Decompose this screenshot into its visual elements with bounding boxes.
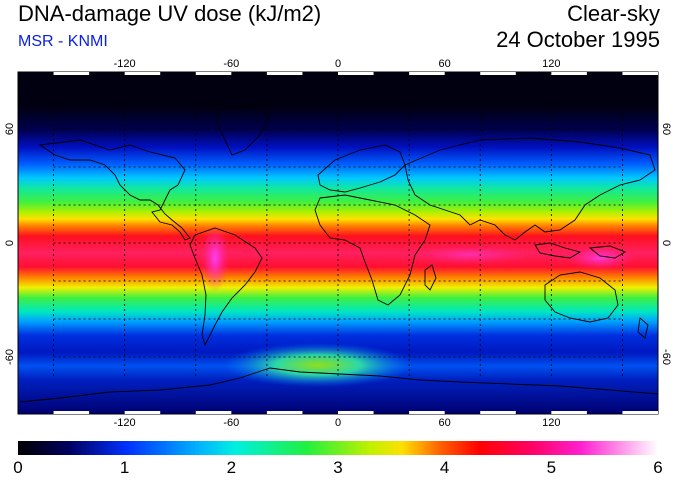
lat-tick-label-right: -60 bbox=[660, 349, 672, 365]
lon-tick-label-bottom: 120 bbox=[542, 417, 561, 429]
lat-tick-label-left: -60 bbox=[4, 349, 16, 365]
source-label: MSR - KNMI bbox=[18, 33, 108, 50]
lon-tick-label-top: -60 bbox=[223, 58, 240, 70]
colorbar-tick-label: 2 bbox=[226, 458, 237, 477]
colorbar bbox=[18, 441, 658, 455]
lon-tick-label-top: 120 bbox=[542, 58, 561, 70]
colorbar-tick-label: 1 bbox=[119, 458, 130, 477]
map-title: DNA-damage UV dose (kJ/m2) bbox=[18, 1, 322, 26]
coastlines bbox=[19, 104, 658, 403]
graticule bbox=[53, 110, 623, 376]
lon-tick-label-top: 60 bbox=[438, 58, 451, 70]
sky-condition-label: Clear-sky bbox=[567, 1, 660, 26]
colorbar-tick-label: 4 bbox=[439, 458, 450, 477]
lat-tick-label-right: 60 bbox=[660, 122, 672, 136]
colorbar-tick-label: 0 bbox=[13, 458, 23, 477]
colorbar-tick-label: 3 bbox=[333, 458, 343, 477]
lon-tick-label-top: 0 bbox=[334, 58, 342, 70]
colorbar-tick-label: 5 bbox=[546, 458, 557, 477]
colorbar-tick-label: 6 bbox=[653, 458, 663, 477]
lon-tick-label-top: -120 bbox=[113, 58, 136, 70]
lat-tick-label-right: 0 bbox=[660, 239, 672, 247]
lon-tick-label-bottom: -60 bbox=[223, 417, 240, 429]
lat-tick-label-left: 0 bbox=[4, 239, 16, 247]
date-label: 24 October 1995 bbox=[496, 27, 660, 52]
lon-tick-label-bottom: 60 bbox=[438, 417, 451, 429]
lon-tick-label-bottom: 0 bbox=[334, 417, 342, 429]
lon-tick-label-bottom: -120 bbox=[113, 417, 136, 429]
lat-tick-label-left: 60 bbox=[4, 122, 16, 136]
